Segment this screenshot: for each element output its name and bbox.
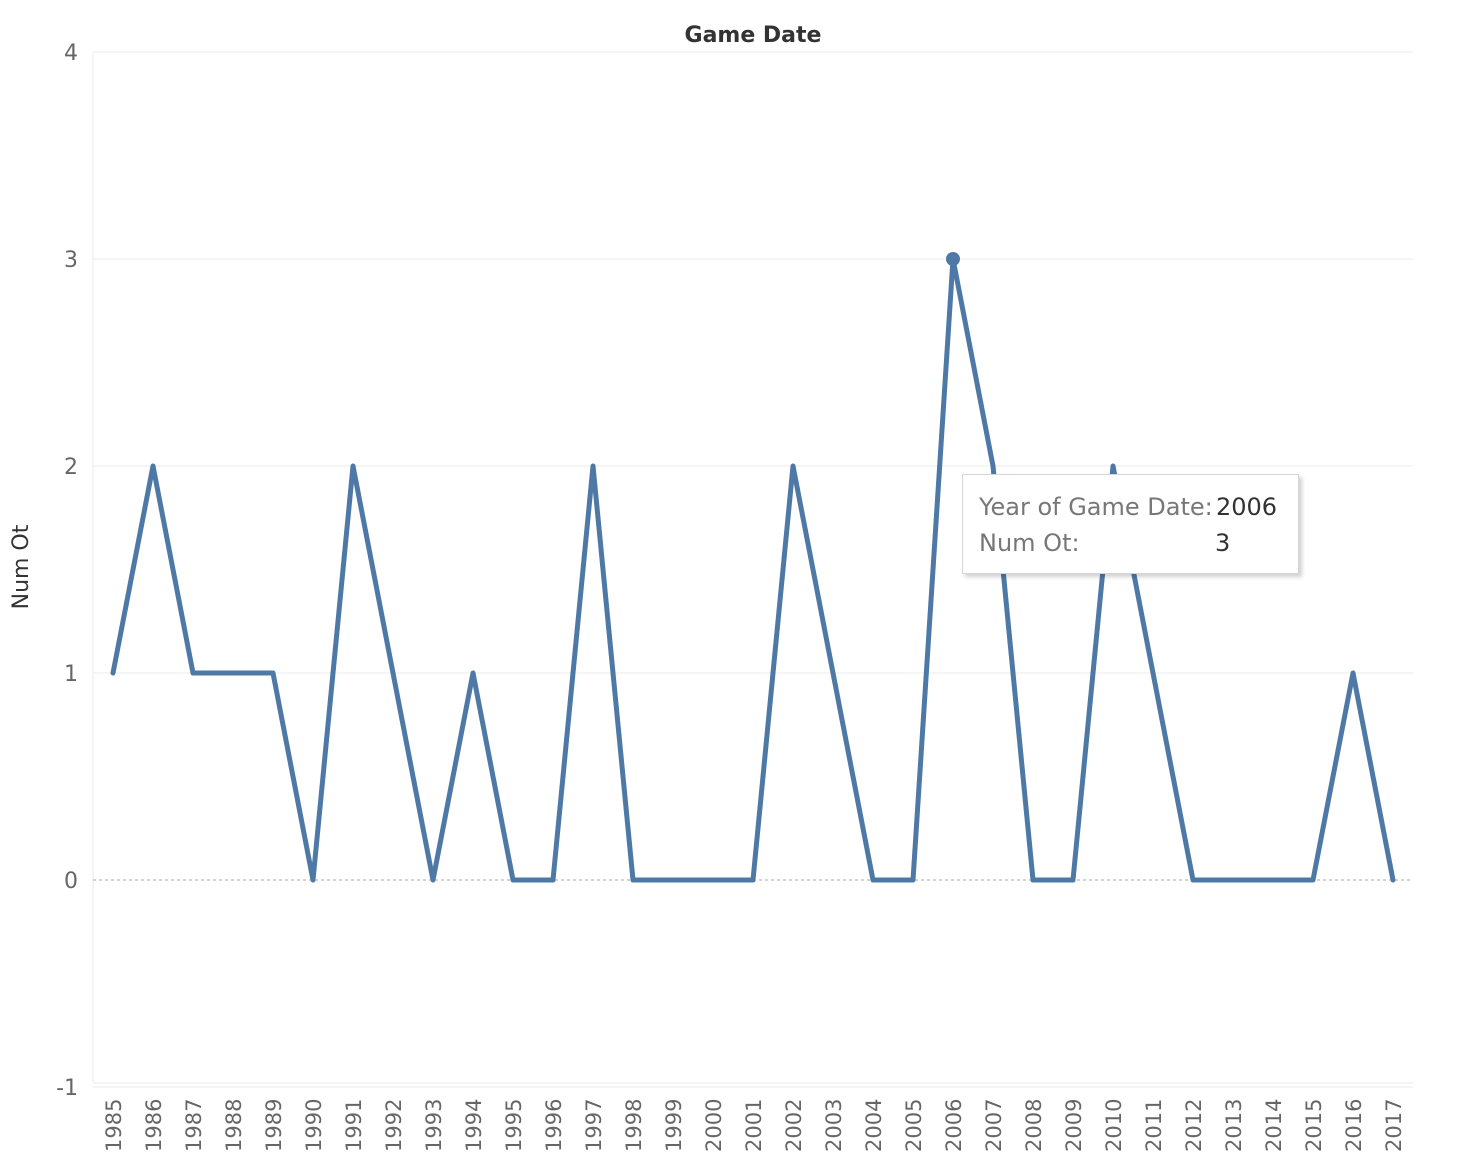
tooltip-year-value: 2006: [1216, 493, 1278, 521]
x-tick-label: 2010: [1102, 1099, 1126, 1152]
x-tick-label: 2015: [1302, 1099, 1326, 1152]
y-axis-ticks: -1 0 1 2 3 4: [56, 41, 78, 1101]
series-line: [110, 256, 1396, 883]
x-tick-label: 2017: [1382, 1099, 1406, 1152]
x-tick-label: 1994: [462, 1099, 486, 1152]
x-tick-label: 2012: [1182, 1099, 1206, 1152]
x-tick-label: 1990: [302, 1099, 326, 1152]
x-tick-label: 2009: [1062, 1099, 1086, 1152]
tooltip-year-label: Year of Game Date:: [979, 493, 1213, 521]
y-tick-label: -1: [56, 1076, 78, 1101]
x-tick-label: 1986: [142, 1099, 166, 1152]
x-tick-label: 1991: [342, 1099, 366, 1152]
y-tick-label: 2: [64, 455, 78, 480]
x-tick-label: 2014: [1262, 1099, 1286, 1152]
x-tick-label: 1987: [182, 1099, 206, 1152]
x-axis-ticks: 1985 1986 1987 1988 1989 1990 1991 1992 1993 1994…: [102, 1099, 1406, 1152]
chart-title: Game Date: [685, 23, 822, 48]
x-tick-label: 2007: [982, 1099, 1006, 1152]
y-axis-label: Num Ot: [9, 524, 34, 609]
x-tick-label: 1997: [582, 1099, 606, 1152]
series-layer: [110, 252, 1396, 883]
x-tick-label: 1996: [542, 1099, 566, 1152]
x-tick-label: 1999: [662, 1099, 686, 1152]
x-tick-label: 2016: [1342, 1099, 1366, 1152]
highlight-point[interactable]: [946, 252, 960, 266]
x-tick-label: 1995: [502, 1099, 526, 1152]
tooltip-num-label: Num Ot:: [979, 529, 1080, 557]
y-tick-label: 3: [64, 248, 78, 273]
tooltip: Year of Game Date: 2006 Num Ot: 3: [962, 474, 1299, 574]
x-tick-label: 1993: [422, 1099, 446, 1152]
x-tick-label: 2005: [902, 1099, 926, 1152]
y-tick-label: 4: [64, 41, 78, 66]
x-tick-label: 1988: [222, 1099, 246, 1152]
x-tick-label: 2011: [1142, 1099, 1166, 1152]
x-tick-label: 2000: [702, 1099, 726, 1152]
y-tick-label: 1: [64, 662, 78, 687]
x-tick-label: 1998: [622, 1099, 646, 1152]
x-tick-label: 2001: [742, 1099, 766, 1152]
x-tick-label: 2002: [782, 1099, 806, 1152]
x-tick-label: 1992: [382, 1099, 406, 1152]
y-tick-label: 0: [64, 869, 78, 894]
x-tick-label: 2003: [822, 1099, 846, 1152]
x-tick-label: 2008: [1022, 1099, 1046, 1152]
x-tick-label: 2006: [942, 1099, 966, 1152]
x-tick-label: 1985: [102, 1099, 126, 1152]
x-tick-label: 2013: [1222, 1099, 1246, 1152]
tooltip-num-value: 3: [1215, 529, 1231, 557]
x-tick-label: 1989: [262, 1099, 286, 1152]
x-tick-label: 2004: [862, 1099, 886, 1152]
